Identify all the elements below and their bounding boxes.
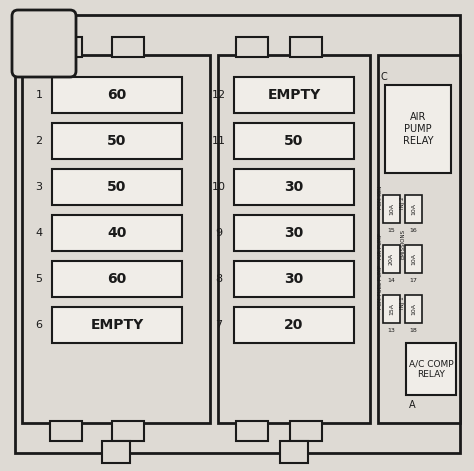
Text: 13: 13 <box>388 327 395 333</box>
Text: 10A: 10A <box>411 303 416 315</box>
Bar <box>383 295 400 323</box>
Bar <box>50 421 82 441</box>
Text: 10A: 10A <box>411 203 416 215</box>
Text: INJ 1: INJ 1 <box>401 296 405 309</box>
Text: 4: 4 <box>36 228 43 238</box>
Bar <box>234 77 354 113</box>
Bar <box>385 85 451 173</box>
Text: 3: 3 <box>36 182 43 192</box>
Text: PCM IGN: PCM IGN <box>379 186 383 209</box>
Bar <box>218 55 370 423</box>
Bar <box>378 55 460 423</box>
Text: A/C COMP
RELAY: A/C COMP RELAY <box>409 359 453 379</box>
Bar <box>234 307 354 343</box>
Bar <box>290 37 322 57</box>
Text: 17: 17 <box>410 277 418 283</box>
Text: 7: 7 <box>216 320 223 330</box>
Text: AIR
PUMP
RELAY: AIR PUMP RELAY <box>403 113 433 146</box>
Bar <box>52 215 182 251</box>
Bar <box>406 343 456 395</box>
FancyBboxPatch shape <box>12 10 76 77</box>
Text: 9: 9 <box>216 228 223 238</box>
Bar <box>405 295 422 323</box>
Bar <box>383 195 400 223</box>
Text: 50: 50 <box>107 180 127 194</box>
Bar <box>112 421 144 441</box>
Bar <box>236 421 268 441</box>
Bar <box>50 37 82 57</box>
Bar <box>280 441 308 463</box>
Bar <box>22 55 210 423</box>
Text: 20A: 20A <box>389 253 394 265</box>
Bar <box>405 195 422 223</box>
Text: 14: 14 <box>388 277 395 283</box>
Bar <box>405 245 422 273</box>
Text: 60: 60 <box>108 88 127 102</box>
Bar <box>234 261 354 297</box>
Bar <box>52 77 182 113</box>
Bar <box>52 307 182 343</box>
Text: 20: 20 <box>284 318 304 332</box>
Bar <box>52 123 182 159</box>
Bar <box>290 421 322 441</box>
Text: 30: 30 <box>284 226 304 240</box>
Text: 11: 11 <box>212 136 226 146</box>
Text: 40: 40 <box>107 226 127 240</box>
Text: 10A: 10A <box>411 253 416 265</box>
Bar <box>234 215 354 251</box>
Bar <box>234 123 354 159</box>
Text: 16: 16 <box>410 227 418 233</box>
Bar <box>383 245 400 273</box>
Text: 5: 5 <box>36 274 43 284</box>
Text: C: C <box>381 72 387 82</box>
Text: EMISSIONS: EMISSIONS <box>401 229 405 259</box>
Text: A: A <box>409 400 415 410</box>
Text: EMPTY: EMPTY <box>91 318 144 332</box>
Bar <box>112 37 144 57</box>
Text: 60: 60 <box>108 272 127 286</box>
Text: 30: 30 <box>284 180 304 194</box>
Text: 2: 2 <box>36 136 43 146</box>
Text: 30: 30 <box>284 272 304 286</box>
Text: 6: 6 <box>36 320 43 330</box>
Text: 8: 8 <box>216 274 223 284</box>
Text: PCM-FUEL PUMP: PCM-FUEL PUMP <box>379 265 383 309</box>
Text: EMPTY: EMPTY <box>267 88 320 102</box>
Bar <box>102 441 130 463</box>
Bar <box>18 51 70 71</box>
Text: INJ 2: INJ 2 <box>401 196 405 209</box>
Bar <box>234 169 354 205</box>
Text: 12: 12 <box>212 90 226 100</box>
Bar <box>236 37 268 57</box>
Text: 18: 18 <box>410 327 418 333</box>
Text: 50: 50 <box>107 134 127 148</box>
Text: 10: 10 <box>212 182 226 192</box>
Bar <box>52 261 182 297</box>
Text: AIR PUMP: AIR PUMP <box>379 233 383 259</box>
Text: 10A: 10A <box>389 203 394 215</box>
Text: 15: 15 <box>388 227 395 233</box>
Text: 15A: 15A <box>389 303 394 315</box>
Bar <box>52 169 182 205</box>
Text: 50: 50 <box>284 134 304 148</box>
Text: 1: 1 <box>36 90 43 100</box>
